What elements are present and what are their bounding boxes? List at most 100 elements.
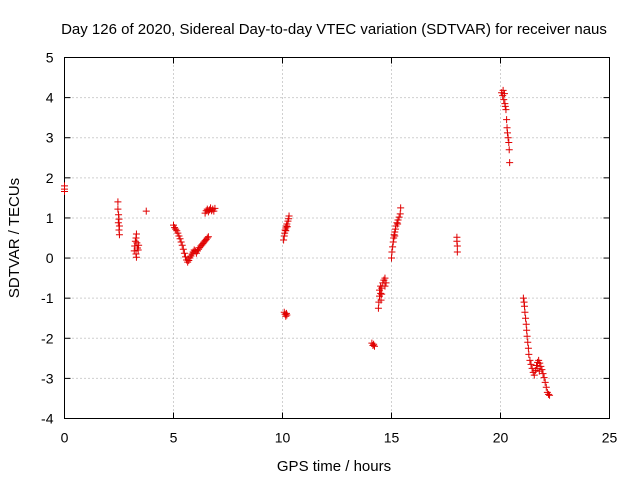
data-point <box>374 304 382 312</box>
data-point <box>211 204 219 212</box>
data-point <box>546 391 554 399</box>
data-point <box>530 371 538 379</box>
data-point <box>282 227 290 235</box>
data-point <box>453 242 461 250</box>
data-point <box>523 332 531 340</box>
y-tick-label: -2 <box>41 330 54 346</box>
data-point <box>506 159 514 167</box>
y-tick-label: 1 <box>46 210 54 226</box>
data-point <box>500 96 508 104</box>
data-point <box>395 213 403 221</box>
data-point <box>203 234 211 242</box>
data-point <box>524 344 532 352</box>
data-point <box>522 320 530 328</box>
data-point <box>499 86 507 94</box>
data-point <box>527 360 535 368</box>
data-point <box>280 236 288 244</box>
data-point <box>396 210 404 218</box>
data-point <box>176 235 184 243</box>
y-tick-label: 5 <box>46 50 54 66</box>
data-point <box>135 241 143 249</box>
data-point <box>542 383 550 391</box>
y-tick-label: -4 <box>41 411 54 427</box>
y-tick-label: 0 <box>46 250 54 266</box>
data-point <box>115 231 123 239</box>
x-tick-label: 0 <box>61 430 69 446</box>
data-point <box>172 225 180 233</box>
data-point <box>388 248 396 256</box>
data-point <box>504 134 512 142</box>
data-point <box>178 241 186 249</box>
y-tick-label: -3 <box>41 370 54 386</box>
data-point <box>61 187 68 195</box>
data-point <box>114 198 122 206</box>
data-point <box>536 359 544 367</box>
data-point <box>537 362 545 370</box>
data-point <box>525 350 533 358</box>
y-axis-label: SDTVAR / TECUs <box>6 178 23 298</box>
data-point <box>132 234 140 242</box>
data-point <box>115 215 123 223</box>
data-point <box>370 342 378 350</box>
data-point <box>381 282 389 290</box>
data-point <box>179 245 187 253</box>
data-point <box>394 220 402 228</box>
x-tick-label: 25 <box>602 430 618 446</box>
data-point <box>397 204 405 212</box>
plot-frame <box>64 57 610 419</box>
data-point <box>184 258 192 266</box>
data-point <box>283 311 291 319</box>
data-point <box>388 254 395 262</box>
axis-ticks: 0 5 10 15 20 25 -4 -3 -2 -1 0 1 2 3 4 5 <box>41 50 617 446</box>
y-tick-label: 3 <box>46 130 54 146</box>
data-point <box>114 219 122 227</box>
grid <box>64 57 610 419</box>
data-point <box>501 102 509 110</box>
data-point <box>521 308 529 316</box>
data-point <box>204 233 212 241</box>
data-point <box>505 146 513 154</box>
x-tick-label: 10 <box>275 430 291 446</box>
data-point <box>180 249 188 257</box>
data-point <box>391 232 399 240</box>
data-point <box>377 289 385 297</box>
data-point <box>285 212 293 220</box>
data-point <box>540 374 548 382</box>
data-point <box>181 253 189 261</box>
data-points <box>61 86 554 399</box>
data-point <box>524 338 532 346</box>
data-point <box>453 248 461 256</box>
data-point <box>382 279 390 287</box>
data-point <box>520 302 528 310</box>
x-axis-label: GPS time / hours <box>277 458 391 475</box>
data-point <box>541 378 549 386</box>
data-point <box>519 294 527 302</box>
data-point <box>389 243 397 251</box>
data-point <box>503 116 511 124</box>
data-point <box>502 106 510 114</box>
y-tick-label: -1 <box>41 290 54 306</box>
data-point <box>114 205 122 213</box>
data-point <box>544 390 552 398</box>
data-point <box>283 223 291 231</box>
data-point <box>132 253 140 261</box>
data-point <box>535 367 543 375</box>
x-tick-label: 15 <box>384 430 400 446</box>
y-tick-label: 2 <box>46 170 54 186</box>
data-point <box>523 326 531 334</box>
chart-title: Day 126 of 2020, Sidereal Day-to-day VTE… <box>61 21 607 38</box>
data-point <box>130 247 138 255</box>
y-tick-label: 4 <box>46 90 54 106</box>
data-point <box>131 237 139 245</box>
data-point <box>539 370 547 378</box>
data-point <box>381 274 389 282</box>
x-tick-label: 5 <box>170 430 178 446</box>
data-point <box>526 356 534 364</box>
x-tick-label: 20 <box>493 430 509 446</box>
data-point <box>177 238 185 246</box>
data-point <box>378 290 386 298</box>
data-point <box>369 341 377 349</box>
data-point <box>505 139 513 147</box>
data-point <box>377 296 385 304</box>
